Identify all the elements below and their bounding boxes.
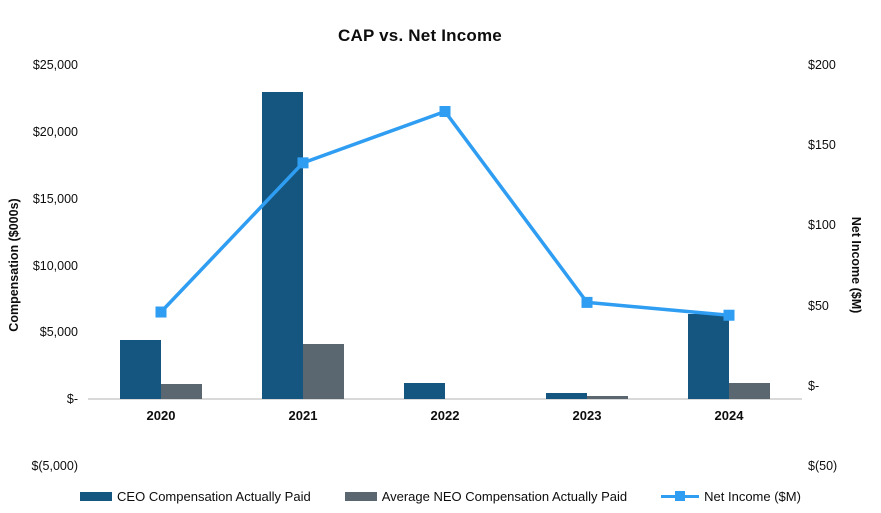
net-income-marker-2021 xyxy=(297,157,309,169)
net-income-line-layer xyxy=(155,106,735,321)
x-axis-label-2021: 2021 xyxy=(288,408,318,423)
x-axis-label-2022: 2022 xyxy=(430,408,460,423)
bar-ceo-cap-2022 xyxy=(404,383,445,400)
legend-swatch-neo-cap xyxy=(344,491,377,501)
bar-ceo-cap-2021 xyxy=(262,91,303,400)
bar-ceo-cap-2024 xyxy=(688,313,729,400)
x-axis-label-2020: 2020 xyxy=(146,408,176,423)
right-axis-tick-label: $100 xyxy=(808,218,836,233)
right-axis-tick-label: $(50) xyxy=(808,459,838,473)
legend-item-net-income: Net Income ($M) xyxy=(661,489,801,504)
left-axis-tick-label: $- xyxy=(66,392,78,407)
x-axis-label-2024: 2024 xyxy=(714,408,744,423)
bar-neo-cap-2024 xyxy=(729,383,770,400)
net-income-line xyxy=(159,109,730,317)
right-axis-tick-label: $- xyxy=(808,378,820,393)
legend-swatch-ceo-cap xyxy=(80,491,113,501)
bar-ceo-cap-2023 xyxy=(546,393,587,400)
x-axis-line xyxy=(88,398,802,400)
left-axis-tick-label: $20,000 xyxy=(32,124,78,139)
net-income-marker-2022 xyxy=(439,106,451,118)
bar-ceo-cap-2020 xyxy=(120,340,161,400)
legend-label-ceo-cap: CEO Compensation Actually Paid xyxy=(117,488,311,504)
bar-neo-cap-2021 xyxy=(303,344,344,400)
x-axis-label-2023: 2023 xyxy=(572,408,602,423)
left-axis-tick-label: $5,000 xyxy=(39,325,78,340)
chart-title: CAP vs. Net Income xyxy=(338,26,502,45)
bar-neo-cap-2023 xyxy=(587,395,628,400)
net-income-marker-2024 xyxy=(723,309,735,321)
left-axis-tick-label: $15,000 xyxy=(32,191,78,206)
legend-item-ceo-cap: CEO Compensation Actually Paid xyxy=(80,489,311,504)
right-axis-tick-label: $50 xyxy=(808,298,829,313)
chart-legend: CEO Compensation Actually Paid Average NE… xyxy=(0,483,881,509)
right-axis-title: Net Income ($M) xyxy=(849,216,863,314)
left-axis-tick-label: $(5,000) xyxy=(31,459,78,473)
net-income-marker-2020 xyxy=(155,306,167,318)
left-axis-tick-label: $25,000 xyxy=(32,58,78,72)
legend-label-neo-cap: Average NEO Compensation Actually Paid xyxy=(381,488,628,504)
left-axis-tick-label: $10,000 xyxy=(32,258,78,273)
legend-item-neo-cap: Average NEO Compensation Actually Paid xyxy=(344,488,628,504)
legend-label-net-income: Net Income ($M) xyxy=(704,488,801,504)
right-axis-tick-label: $150 xyxy=(808,138,836,153)
right-axis-tick-label: $200 xyxy=(808,58,836,72)
legend-square-marker-icon xyxy=(675,490,686,501)
net-income-marker-2023 xyxy=(581,296,593,308)
bar-neo-cap-2020 xyxy=(161,384,202,400)
legend-swatch-net-income xyxy=(661,490,700,503)
